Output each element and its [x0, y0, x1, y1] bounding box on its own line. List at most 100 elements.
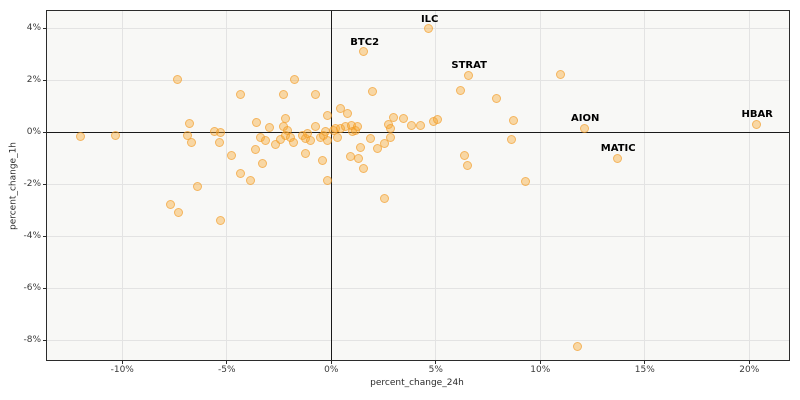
- data-point: [236, 90, 246, 100]
- data-point: [317, 155, 327, 165]
- y-tick-mark: [43, 183, 46, 185]
- x-tick-label: 10%: [530, 365, 551, 375]
- x-axis-title: percent_change_24h: [370, 378, 464, 388]
- data-point: [289, 74, 299, 84]
- data-point: [380, 138, 390, 148]
- y-tick-label: -6%: [23, 282, 41, 293]
- data-point: [415, 121, 425, 131]
- data-point: [226, 150, 236, 160]
- data-point: [264, 122, 274, 132]
- annotation-label: ILC: [420, 13, 439, 25]
- data-point: [367, 87, 377, 97]
- annotation-label: AION: [570, 113, 600, 125]
- data-point: [270, 140, 280, 150]
- data-point: [280, 113, 290, 123]
- x-tick-mark: [644, 361, 646, 364]
- data-point: [310, 121, 320, 131]
- data-point: [579, 123, 589, 133]
- x-tick-mark: [435, 361, 437, 364]
- x-gridline: [539, 11, 541, 360]
- data-point: [215, 216, 225, 226]
- data-point: [372, 143, 382, 153]
- y-tick-mark: [43, 339, 46, 341]
- data-point: [245, 175, 255, 185]
- y-gridline: [47, 235, 789, 237]
- y-tick-label: -4%: [23, 230, 41, 241]
- y-gridline: [47, 339, 789, 341]
- x-tick-label: 20%: [739, 365, 760, 375]
- x-gridline: [435, 11, 437, 360]
- data-point: [751, 119, 761, 129]
- data-point: [355, 142, 365, 152]
- plot-area: ILC BTC2 STRAT AION MATIC HBAR: [46, 10, 790, 361]
- data-point: [300, 148, 310, 158]
- data-point: [491, 93, 501, 103]
- data-point: [166, 200, 176, 210]
- x-tick-label: 5%: [428, 365, 443, 375]
- x-tick-label: -10%: [110, 365, 134, 375]
- y-gridline: [47, 27, 789, 29]
- y-zero-line: [47, 131, 789, 133]
- data-point: [352, 122, 362, 132]
- data-point: [572, 342, 582, 352]
- data-point: [185, 118, 195, 128]
- data-point: [322, 135, 332, 145]
- annotation-label: STRAT: [451, 60, 487, 72]
- data-point: [173, 207, 183, 217]
- x-tick-mark: [226, 361, 228, 364]
- y-tick-label: -2%: [23, 178, 41, 189]
- y-gridline: [47, 287, 789, 289]
- data-point: [322, 110, 332, 120]
- data-point: [359, 47, 369, 57]
- data-point: [257, 158, 267, 168]
- x-tick-label: -5%: [217, 365, 236, 375]
- annotation-label: BTC2: [350, 36, 380, 48]
- data-point: [332, 132, 342, 142]
- y-tick-mark: [43, 131, 46, 133]
- data-point: [612, 153, 622, 163]
- data-point: [215, 127, 225, 137]
- data-point: [335, 103, 345, 113]
- data-point: [251, 117, 261, 127]
- x-tick-label: 0%: [324, 365, 339, 375]
- x-tick-mark: [121, 361, 123, 364]
- data-point: [305, 135, 315, 145]
- data-point: [380, 194, 390, 204]
- data-point: [507, 134, 517, 144]
- annotation-label: MATIC: [600, 143, 636, 155]
- x-tick-mark: [539, 361, 541, 364]
- data-point: [385, 133, 395, 143]
- y-tick-mark: [43, 79, 46, 81]
- data-point: [520, 177, 530, 187]
- data-point: [398, 113, 408, 123]
- x-tick-label: 15%: [634, 365, 655, 375]
- data-point: [463, 70, 473, 80]
- y-tick-label: 4%: [26, 22, 41, 33]
- data-point: [322, 175, 332, 185]
- data-point: [278, 90, 288, 100]
- data-point: [354, 153, 364, 163]
- data-point: [110, 131, 120, 141]
- x-tick-mark: [748, 361, 750, 364]
- data-point: [462, 160, 472, 170]
- data-point: [385, 124, 395, 134]
- data-point: [388, 112, 398, 122]
- x-zero-line: [330, 11, 332, 360]
- data-point: [455, 85, 465, 95]
- data-point: [186, 138, 196, 148]
- y-tick-mark: [43, 27, 46, 29]
- data-point: [556, 69, 566, 79]
- y-tick-label: 0%: [26, 126, 41, 137]
- annotation-label: HBAR: [741, 109, 773, 121]
- data-point: [432, 114, 442, 124]
- y-tick-label: -8%: [23, 334, 41, 345]
- data-point: [260, 135, 270, 145]
- y-tick-mark: [43, 235, 46, 237]
- y-tick-mark: [43, 287, 46, 289]
- x-gridline: [644, 11, 646, 360]
- data-point: [424, 24, 434, 34]
- data-point: [192, 182, 202, 192]
- data-point: [214, 137, 224, 147]
- x-gridline: [226, 11, 228, 360]
